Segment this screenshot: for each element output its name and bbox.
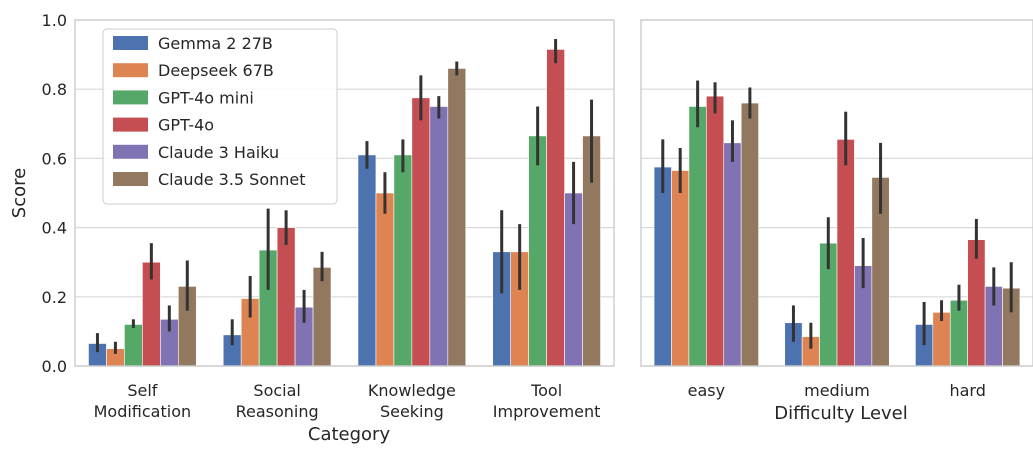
y-tick-label-2: 0.4 <box>42 219 67 238</box>
bar-1-4-0 <box>723 142 742 367</box>
bar-0-5-1 <box>312 267 332 367</box>
x-tick-label-0-3-1: Improvement <box>493 402 601 421</box>
legend-swatch-1 <box>113 63 148 78</box>
legend-label-4: Claude 3 Haiku <box>158 143 279 162</box>
bar-0-5-2 <box>447 68 467 367</box>
x-tick-label-0-2-1: Seeking <box>380 402 444 421</box>
bar-1-3-0 <box>706 95 725 367</box>
axes-frame-0 <box>74 19 615 367</box>
legend-box <box>102 28 338 205</box>
y-tick-label-0: 0.0 <box>42 357 67 376</box>
bar-0-2-3 <box>528 135 547 367</box>
legend-label-3: GPT-4o <box>158 116 214 135</box>
bar-1-2-0 <box>688 106 707 367</box>
bar-0-2-2 <box>393 154 413 367</box>
legend-label-2: GPT-4o mini <box>158 88 254 107</box>
bar-1-1-0 <box>671 170 690 367</box>
bar-1-5-0 <box>740 102 759 367</box>
x-tick-label-1-2-0: hard <box>949 381 985 400</box>
x-axis-label-0: Category <box>308 424 391 445</box>
bar-0-3-2 <box>411 97 431 367</box>
x-tick-label-1-0-0: easy <box>688 381 725 400</box>
bar-0-4-2 <box>429 106 449 367</box>
x-axis-label-1: Difficulty Level <box>774 403 908 424</box>
bar-0-0-2 <box>357 154 377 367</box>
legend-swatch-2 <box>113 90 148 105</box>
y-axis-label: Score <box>9 168 30 218</box>
bar-0-1-2 <box>375 192 395 367</box>
y-tick-label-4: 0.8 <box>42 80 67 99</box>
y-tick-label-3: 0.6 <box>42 149 67 168</box>
bar-0-3-1 <box>276 227 296 367</box>
legend-label-1: Deepseek 67B <box>158 61 274 80</box>
legend-label-0: Gemma 2 27B <box>158 34 273 53</box>
bar-1-0-0 <box>653 166 672 367</box>
bar-1-3-1 <box>836 139 855 367</box>
legend-label-5: Claude 3.5 Sonnet <box>158 170 306 189</box>
bar-0-3-3 <box>546 49 565 367</box>
y-tick-label-5: 1.0 <box>42 11 67 30</box>
x-tick-label-0-0-1: Modification <box>94 402 192 421</box>
x-tick-label-0-0-0: Self <box>127 381 157 400</box>
legend-swatch-4 <box>113 144 148 159</box>
x-tick-label-0-2-0: Knowledge <box>368 381 456 400</box>
legend-swatch-3 <box>113 117 148 132</box>
bar-0-2-0 <box>124 324 143 367</box>
x-tick-label-0-1-0: Social <box>253 381 300 400</box>
x-tick-label-1-1-0: medium <box>804 381 870 400</box>
axes-frame-1 <box>640 19 1033 367</box>
legend-swatch-5 <box>113 172 148 186</box>
x-tick-label-0-3-0: Tool <box>530 381 562 400</box>
x-tick-label-0-1-1: Reasoning <box>236 402 319 421</box>
y-tick-label-1: 0.2 <box>42 288 67 307</box>
legend-swatch-0 <box>113 36 148 50</box>
